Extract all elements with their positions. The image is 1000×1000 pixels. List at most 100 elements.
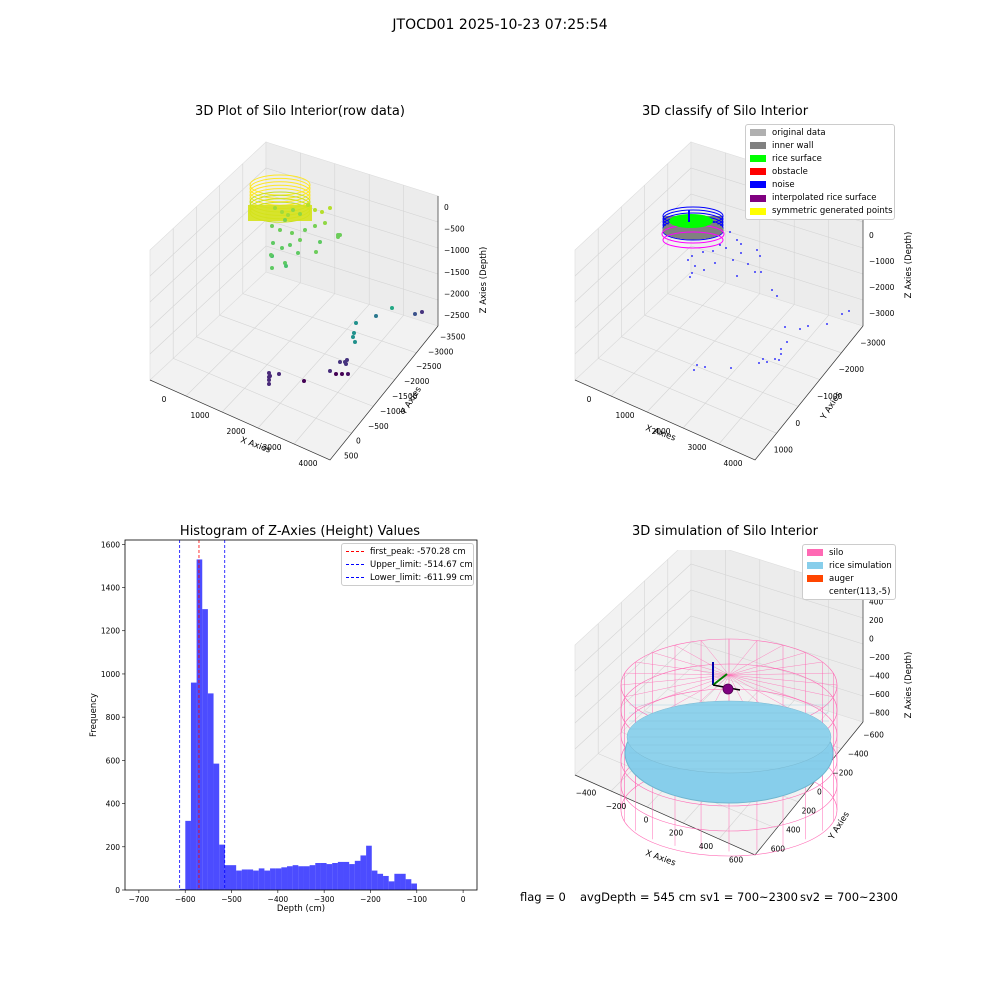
noise-point bbox=[725, 247, 727, 249]
y-tick-label: 1000 bbox=[774, 446, 793, 455]
silo-wire bbox=[700, 640, 730, 676]
x-tick-label: 0 bbox=[587, 395, 592, 404]
noise-point bbox=[762, 358, 764, 360]
histogram-bar bbox=[264, 870, 271, 890]
plot4-zlabel: Z Axies (Depth) bbox=[904, 652, 914, 719]
x-tick-label: −300 bbox=[314, 895, 335, 904]
gridline bbox=[667, 293, 842, 354]
legend-label: obstacle bbox=[772, 166, 808, 177]
histogram-bar bbox=[236, 870, 242, 890]
y-tick-label: 1600 bbox=[101, 540, 120, 549]
histogram-bar bbox=[270, 868, 276, 890]
x-tick-label: −400 bbox=[576, 789, 597, 798]
histogram-bar bbox=[405, 879, 412, 890]
y-tick-label: −500 bbox=[368, 422, 389, 431]
y-tick-label: −3000 bbox=[860, 338, 886, 347]
noise-point bbox=[712, 250, 714, 252]
silo-wire bbox=[652, 652, 730, 676]
raw-point bbox=[354, 321, 358, 325]
x-tick-label: −600 bbox=[175, 895, 196, 904]
legend-line bbox=[346, 577, 364, 579]
noise-point bbox=[754, 271, 756, 273]
histogram-bar bbox=[394, 873, 401, 890]
gridline bbox=[149, 245, 439, 355]
raw-point bbox=[270, 224, 274, 228]
raw-point bbox=[306, 203, 310, 207]
histogram-bar bbox=[185, 820, 191, 890]
gridline bbox=[149, 167, 439, 277]
legend-label: inner wall bbox=[772, 140, 814, 151]
raw-point bbox=[340, 372, 344, 376]
histogram-bar bbox=[349, 864, 355, 890]
histogram-bar bbox=[196, 559, 203, 890]
legend-label: Lower_limit: -611.99 cm bbox=[370, 572, 473, 583]
y-tick-label: 400 bbox=[106, 800, 121, 809]
noise-point bbox=[704, 366, 706, 368]
z-tick-label: −1000 bbox=[444, 246, 470, 255]
x-tick-label: 1000 bbox=[190, 411, 209, 420]
z-tick-label: −3000 bbox=[869, 309, 895, 318]
z-tick-label: −1000 bbox=[869, 257, 895, 266]
z-tick-label: 200 bbox=[869, 616, 884, 625]
raw-point bbox=[277, 372, 281, 376]
raw-point bbox=[345, 358, 349, 362]
noise-point bbox=[747, 263, 749, 265]
histogram-bar bbox=[179, 888, 186, 890]
legend-item-original: original data bbox=[746, 126, 894, 139]
noise-point bbox=[703, 269, 705, 271]
z-tick-label: −600 bbox=[869, 690, 890, 699]
gridline bbox=[598, 358, 777, 434]
y-tick-label: 1400 bbox=[101, 584, 120, 593]
raw-point bbox=[346, 372, 350, 376]
noise-point bbox=[774, 358, 776, 360]
raw-point bbox=[334, 372, 338, 376]
silo-wire bbox=[624, 674, 730, 698]
hist-xlabel: Depth (cm) bbox=[277, 904, 325, 914]
histogram-bar bbox=[411, 883, 417, 890]
raw-point bbox=[290, 231, 294, 235]
legend-line bbox=[346, 551, 364, 553]
silo-wire bbox=[728, 652, 806, 676]
legend-item-obstacle: obstacle bbox=[746, 165, 894, 178]
histogram-bar bbox=[343, 861, 350, 890]
noise-point bbox=[756, 249, 758, 251]
noise-point bbox=[759, 255, 761, 257]
raw-point bbox=[268, 374, 272, 378]
auger bbox=[722, 683, 734, 695]
gridline bbox=[574, 589, 864, 698]
raw-point bbox=[328, 206, 332, 210]
legend-item-noise: noise bbox=[746, 178, 894, 191]
histogram-bar bbox=[354, 860, 361, 890]
y-tick-label: 600 bbox=[106, 756, 121, 765]
z-tick-label: −800 bbox=[869, 709, 890, 718]
histogram-bar bbox=[303, 866, 310, 890]
figure-title: JTOCD01 2025-10-23 07:25:54 bbox=[392, 17, 608, 33]
x-tick-label: 1000 bbox=[615, 411, 634, 420]
raw-point bbox=[374, 314, 378, 318]
raw-point bbox=[390, 306, 394, 310]
box-left-wall bbox=[574, 550, 692, 776]
histogram-bar bbox=[224, 865, 231, 890]
raw-point bbox=[267, 378, 271, 382]
raw-point bbox=[296, 251, 300, 255]
histogram-bar bbox=[253, 870, 259, 890]
histogram-bar bbox=[309, 865, 316, 890]
noise-point bbox=[848, 310, 850, 312]
raw-point bbox=[420, 310, 424, 314]
noise-point bbox=[826, 323, 828, 325]
footer-sv1: sv1 = 700~2300 bbox=[700, 890, 798, 904]
legend-swatch bbox=[750, 207, 766, 215]
z-tick-label: −400 bbox=[869, 672, 890, 681]
noise-point bbox=[841, 313, 843, 315]
legend-swatch bbox=[750, 194, 766, 202]
noise-point bbox=[730, 367, 732, 369]
raw-point bbox=[413, 312, 417, 316]
raw-point bbox=[323, 221, 327, 225]
raw-point bbox=[298, 238, 302, 242]
legend-label: center(113,-5) bbox=[829, 586, 891, 597]
histogram-bar bbox=[287, 866, 293, 890]
raw-point bbox=[278, 228, 282, 232]
noise-point bbox=[693, 369, 695, 371]
legend-item-first-peak: first_peak: -570.28 cm bbox=[342, 545, 473, 558]
histogram-legend: first_peak: -570.28 cm Upper_limit: -514… bbox=[341, 543, 474, 587]
